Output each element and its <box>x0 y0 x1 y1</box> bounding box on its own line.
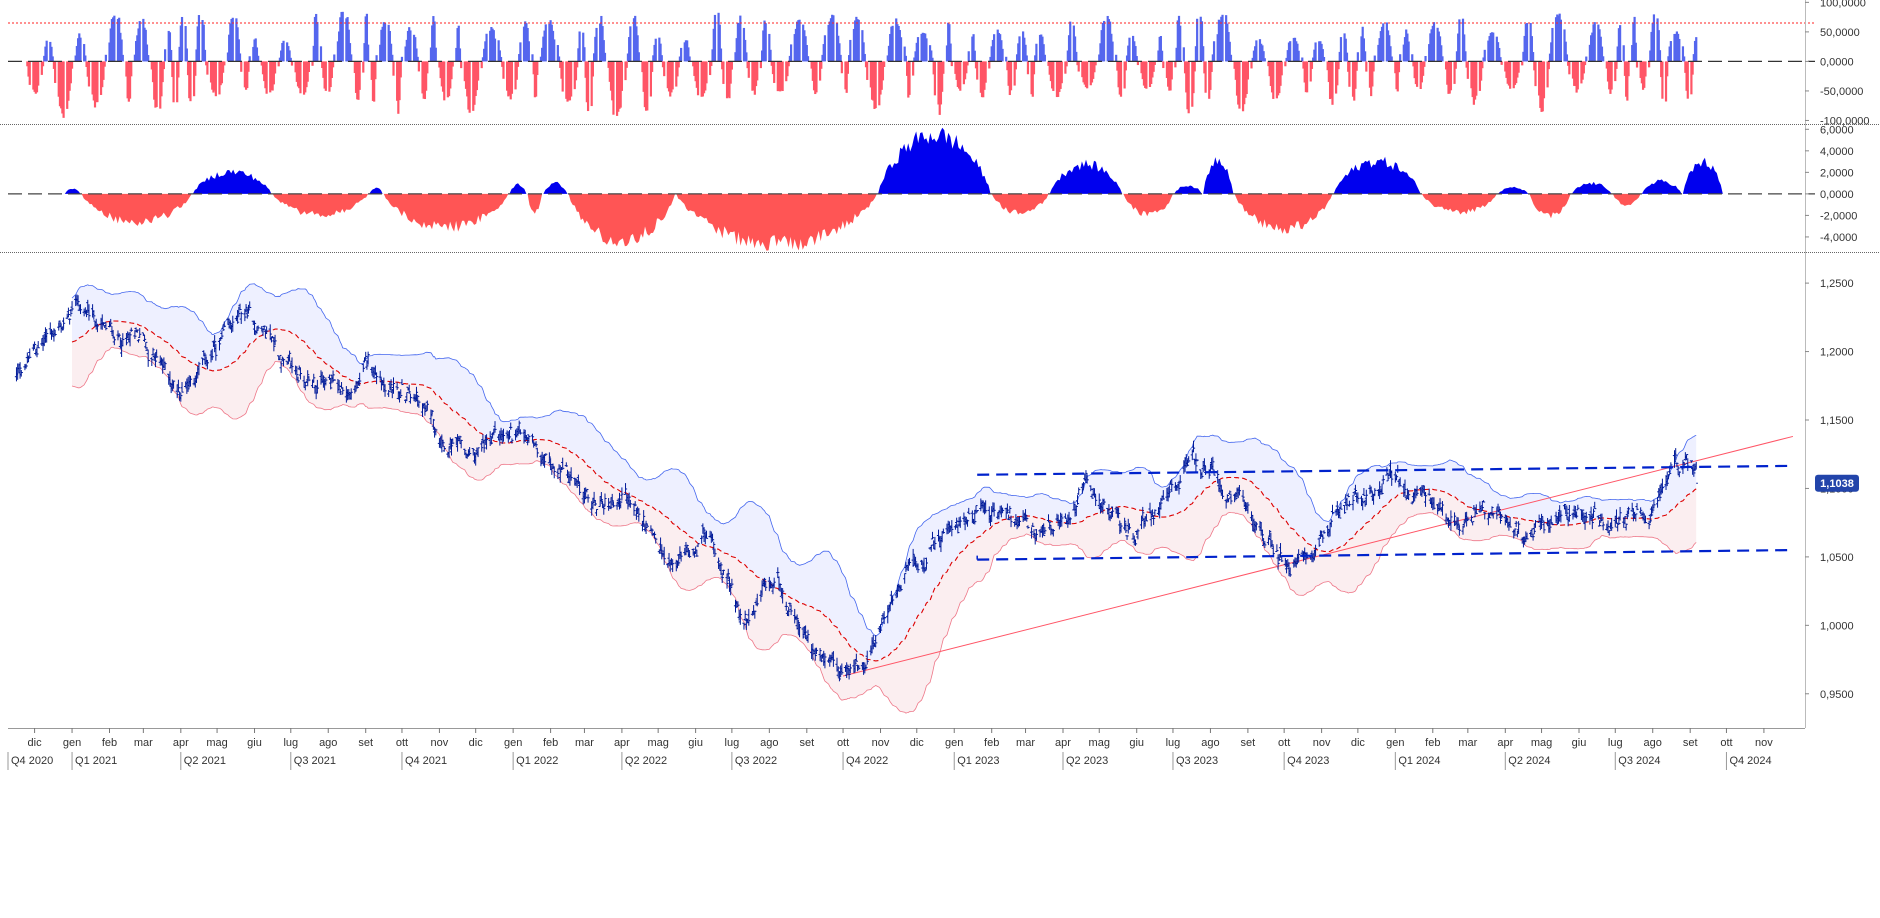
chart-svg: 1,25001,20001,15001,10001,05001,00000,95… <box>0 0 1880 913</box>
chart-area: 1,25001,20001,15001,10001,05001,00000,95… <box>0 0 1880 913</box>
